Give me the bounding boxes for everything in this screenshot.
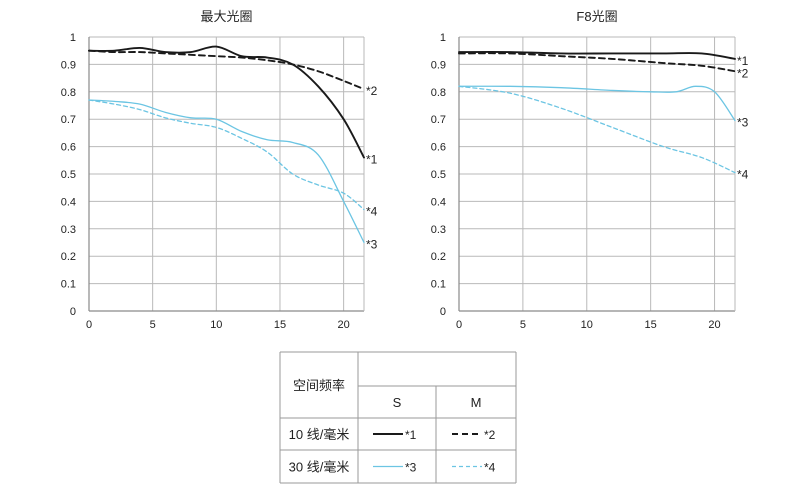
- series-line-n4: [458, 85, 736, 174]
- y-tick-label: 0.5: [431, 169, 446, 181]
- y-tick-label: 0.2: [61, 251, 76, 263]
- series-line-n1: [458, 51, 736, 60]
- table-header-m: M: [471, 395, 482, 410]
- series-line-n3: [88, 99, 365, 244]
- table-header-s: S: [393, 395, 402, 410]
- legend-mark-m: *4: [484, 461, 496, 475]
- x-tick-label: 0: [456, 319, 462, 331]
- series-end-label: *2: [737, 66, 749, 80]
- chart-title: 最大光圈: [200, 9, 252, 24]
- series-end-label: *1: [737, 54, 749, 68]
- y-tick-label: 0.8: [431, 87, 446, 99]
- x-tick-label: 0: [86, 319, 92, 331]
- legend-mark-s: *1: [405, 428, 417, 442]
- y-tick-label: 1: [440, 32, 446, 44]
- legend-mark-s: *3: [405, 461, 417, 475]
- series-line-n2: [88, 49, 365, 91]
- series-end-label: *2: [366, 84, 378, 98]
- y-tick-label: 0: [70, 306, 76, 318]
- series-end-label: *3: [737, 116, 749, 130]
- table-row-label: 30 线/毫米: [289, 460, 350, 475]
- y-tick-label: 0.9: [61, 59, 76, 71]
- x-tick-label: 5: [150, 319, 156, 331]
- x-tick-label: 15: [645, 319, 657, 331]
- chart-title: F8光圈: [576, 9, 617, 24]
- legend-mark-m: *2: [484, 428, 496, 442]
- legend-table: 空间频率 S M 10 线/毫米 *1 *2 30 线/毫米 *3 *4: [279, 351, 517, 484]
- x-tick-label: 10: [210, 319, 222, 331]
- table-row-label: 10 线/毫米: [289, 427, 350, 442]
- y-tick-label: 0.1: [61, 279, 76, 291]
- series-end-label: *4: [366, 205, 378, 219]
- y-tick-label: 0.1: [431, 279, 446, 291]
- x-tick-label: 15: [274, 319, 286, 331]
- series-end-label: *3: [366, 238, 378, 252]
- y-tick-label: 0.3: [61, 224, 76, 236]
- x-tick-label: 20: [338, 319, 350, 331]
- y-tick-label: 0: [440, 306, 446, 318]
- y-tick-label: 0.4: [61, 196, 76, 208]
- series-line-n1: [88, 45, 365, 159]
- y-tick-label: 0.4: [431, 196, 446, 208]
- y-tick-label: 0.6: [431, 142, 446, 154]
- series-line-n3: [458, 85, 736, 122]
- y-tick-label: 0.6: [61, 142, 76, 154]
- y-tick-label: 0.5: [61, 169, 76, 181]
- series-end-label: *4: [737, 168, 749, 182]
- y-tick-label: 0.3: [431, 224, 446, 236]
- series-line-n4: [88, 99, 365, 211]
- y-tick-label: 0.7: [61, 114, 76, 126]
- y-tick-label: 0.9: [431, 59, 446, 71]
- y-tick-label: 0.2: [431, 251, 446, 263]
- series-end-label: *1: [366, 153, 378, 167]
- series-line-n2: [458, 52, 736, 73]
- x-tick-label: 20: [708, 319, 720, 331]
- table-header-spatial-frequency: 空间频率: [293, 378, 345, 393]
- x-tick-label: 10: [581, 319, 593, 331]
- y-tick-label: 1: [70, 32, 76, 44]
- y-tick-label: 0.7: [431, 114, 446, 126]
- x-tick-label: 5: [520, 319, 526, 331]
- y-tick-label: 0.8: [61, 87, 76, 99]
